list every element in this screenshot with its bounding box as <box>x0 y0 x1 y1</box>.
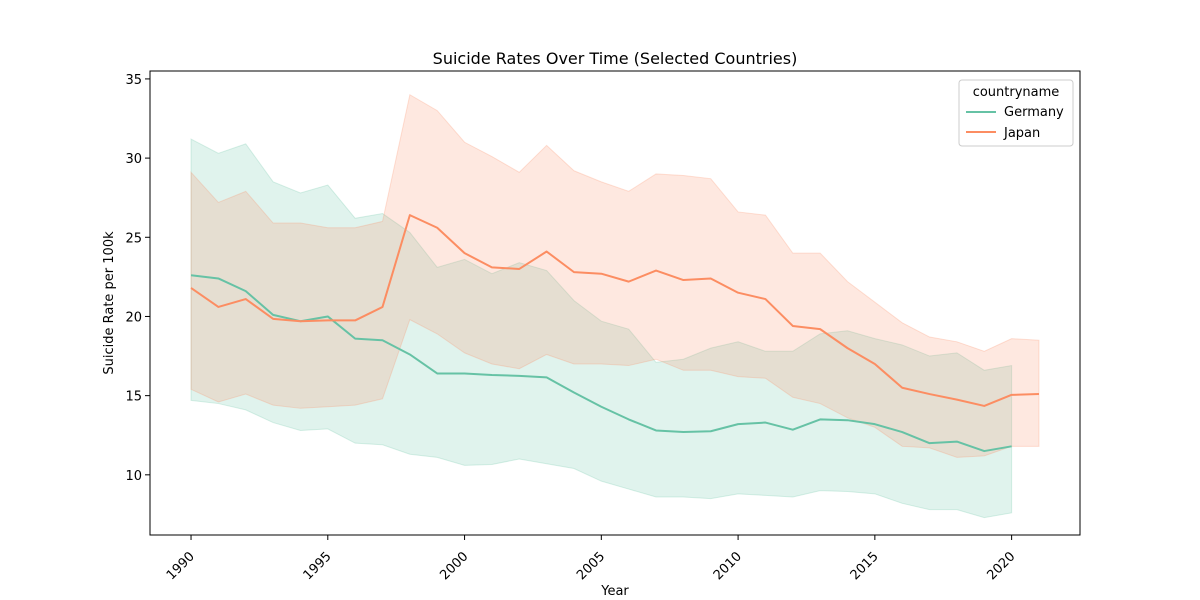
series-lines <box>190 214 1039 453</box>
x-axis-label: Year <box>600 584 629 599</box>
confidence-band-japan <box>190 93 1040 458</box>
y-tick-label-20: 20 <box>125 310 142 325</box>
chart-title: Suicide Rates Over Time (Selected Countr… <box>433 49 798 68</box>
y-tick-label-15: 15 <box>125 390 142 405</box>
legend: countryname Germany Japan <box>958 79 1074 147</box>
legend-title: countryname <box>973 85 1060 100</box>
y-axis: 10 15 20 25 30 35 <box>125 73 150 484</box>
series-line-japan <box>190 214 1039 407</box>
y-axis-label: Suicide Rate per 100k <box>102 231 117 375</box>
plot-area-frame <box>149 70 1081 536</box>
y-tick-label-30: 30 <box>125 152 142 167</box>
confidence-band-germany <box>190 138 1013 519</box>
legend-label-germany: Germany <box>1004 105 1064 120</box>
y-tick-label-35: 35 <box>125 73 142 88</box>
legend-label-japan: Japan <box>1003 126 1040 141</box>
confidence-bands <box>190 93 1040 519</box>
legend-box <box>958 79 1074 147</box>
series-line-germany <box>190 274 1012 453</box>
y-tick-label-10: 10 <box>125 469 142 484</box>
y-tick-label-25: 25 <box>125 231 142 246</box>
